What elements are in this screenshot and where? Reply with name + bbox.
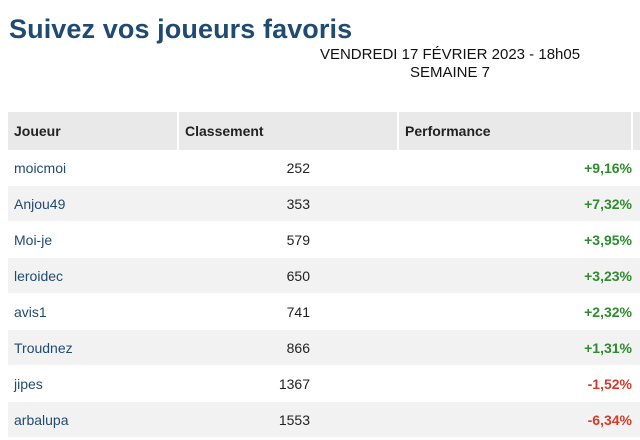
table-row[interactable]: avis1 741 +2,32%: [8, 293, 640, 330]
player-name-link[interactable]: avis1: [8, 293, 178, 330]
player-rank: 579: [178, 221, 398, 258]
table-header-row: Joueur Classement Performance: [8, 112, 640, 150]
table-row[interactable]: arbalupa 1553 -6,34%: [8, 401, 640, 438]
player-name-link[interactable]: Troudnez: [8, 329, 178, 366]
player-performance: +2,32%: [398, 293, 632, 330]
column-header-player[interactable]: Joueur: [8, 112, 179, 150]
player-name-link[interactable]: arbalupa: [8, 401, 178, 438]
player-rank: 1553: [178, 401, 398, 438]
table-row[interactable]: leroidec 650 +3,23%: [8, 257, 640, 294]
player-name-link[interactable]: leroidec: [8, 257, 178, 294]
player-rank: 650: [178, 257, 398, 294]
player-rank: 252: [178, 150, 398, 186]
player-rank: 741: [178, 293, 398, 330]
row-edge: [632, 293, 640, 330]
column-header-edge: [632, 112, 640, 150]
player-performance: +1,31%: [398, 329, 632, 366]
row-edge: [632, 329, 640, 366]
player-performance: -6,34%: [398, 401, 632, 438]
player-performance: -1,52%: [398, 365, 632, 402]
page-title: Suivez vos joueurs favoris: [9, 14, 353, 44]
player-rank: 353: [178, 185, 398, 222]
date-text: VENDREDI 17 FÉVRIER 2023 - 18h05: [319, 46, 581, 63]
players-table: Joueur Classement Performance moicmoi 252…: [8, 112, 640, 438]
table-row[interactable]: Moi-je 579 +3,95%: [8, 221, 640, 258]
row-edge: [632, 221, 640, 258]
row-edge: [632, 185, 640, 222]
column-header-rank[interactable]: Classement: [178, 112, 399, 150]
player-name-link[interactable]: Anjou49: [8, 185, 178, 222]
row-edge: [632, 257, 640, 294]
player-performance: +7,32%: [398, 185, 632, 222]
table-body: moicmoi 252 +9,16% Anjou49 353 +7,32% Moi-je 57…: [8, 150, 640, 438]
row-edge: [632, 150, 640, 186]
player-performance: +3,95%: [398, 221, 632, 258]
column-header-performance[interactable]: Performance: [398, 112, 633, 150]
table-row[interactable]: moicmoi 252 +9,16%: [8, 150, 640, 186]
player-performance: +9,16%: [398, 150, 632, 186]
player-name-link[interactable]: moicmoi: [8, 150, 178, 186]
players-table-container: Joueur Classement Performance moicmoi 252…: [8, 112, 640, 438]
player-name-link[interactable]: Moi-je: [8, 221, 178, 258]
row-edge: [632, 365, 640, 402]
row-edge: [632, 401, 640, 438]
player-rank: 866: [178, 329, 398, 366]
table-row[interactable]: jipes 1367 -1,52%: [8, 365, 640, 402]
player-performance: +3,23%: [398, 257, 632, 294]
week-text: SEMAINE 7: [409, 64, 491, 81]
date-block: VENDREDI 17 FÉVRIER 2023 - 18h05 SEMAINE…: [310, 46, 590, 82]
table-row[interactable]: Anjou49 353 +7,32%: [8, 185, 640, 222]
player-rank: 1367: [178, 365, 398, 402]
table-row[interactable]: Troudnez 866 +1,31%: [8, 329, 640, 366]
player-name-link[interactable]: jipes: [8, 365, 178, 402]
